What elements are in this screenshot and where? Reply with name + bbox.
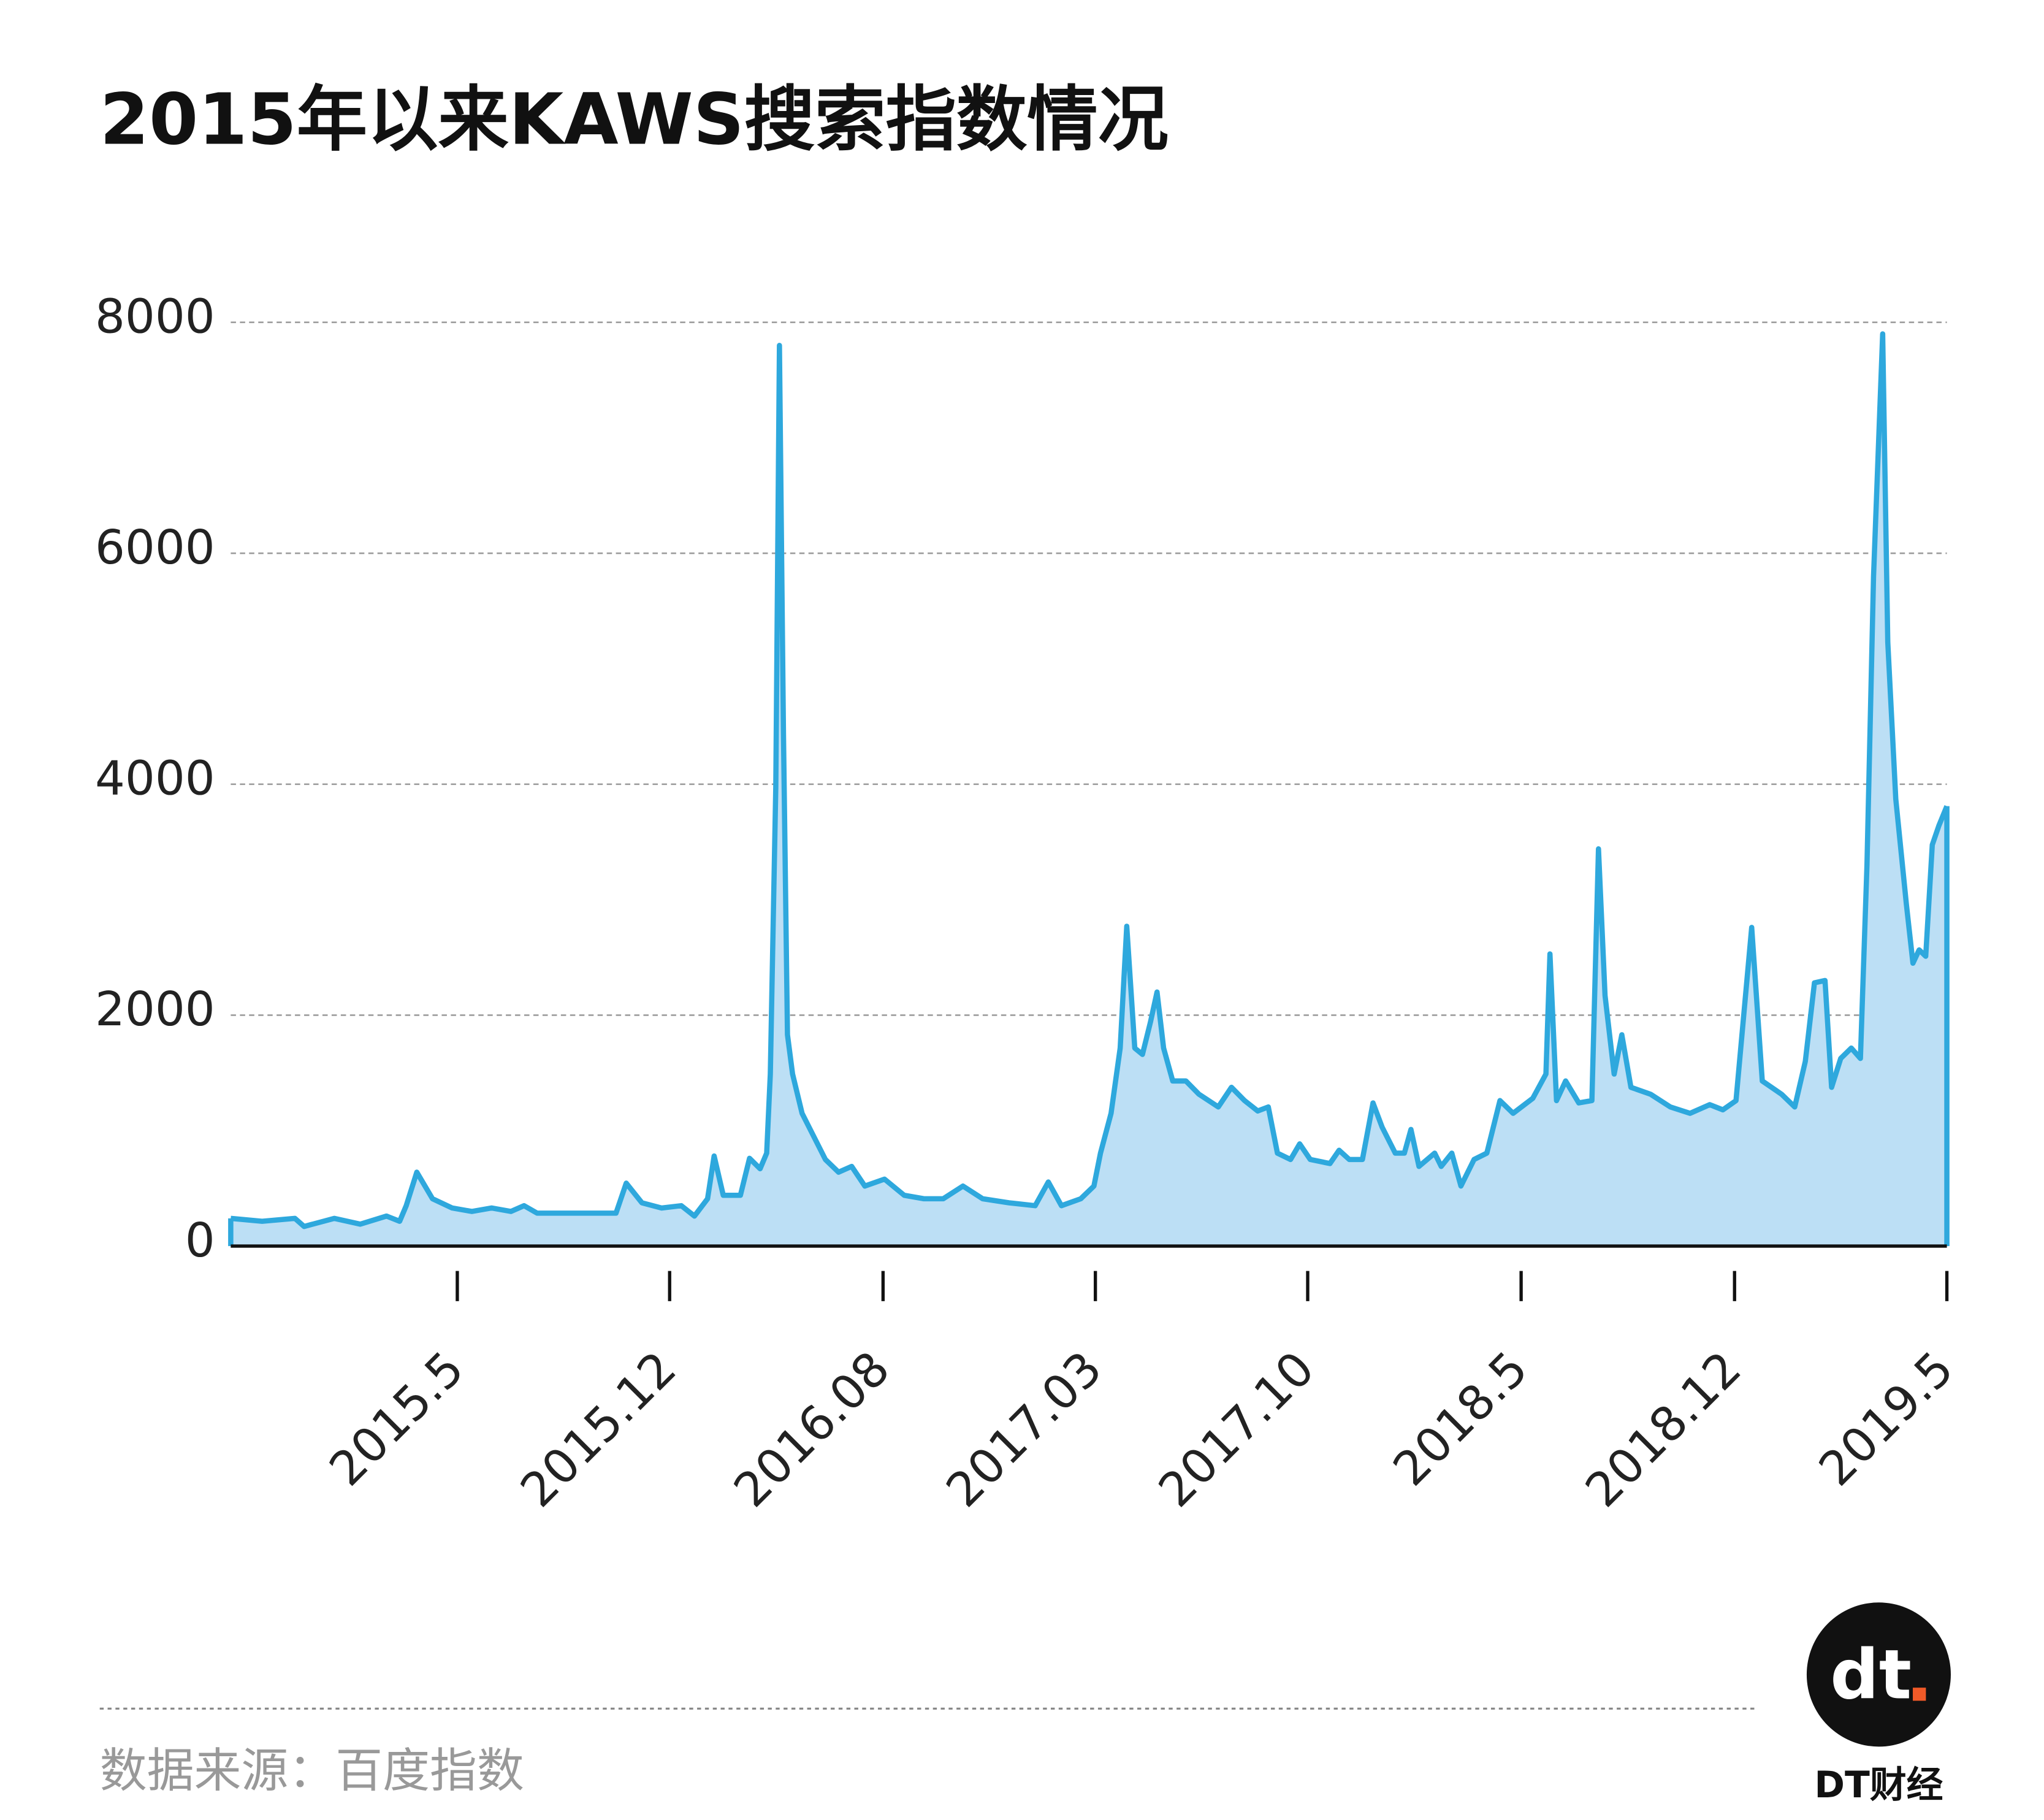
- y-tick-label: 6000: [95, 521, 215, 575]
- brand: DT财经: [1814, 1764, 1943, 1807]
- y-tick-label: 4000: [95, 752, 215, 806]
- series-line: [230, 331, 1950, 1229]
- logo-circle: [1806, 1602, 1951, 1747]
- y-tick-label: 0: [185, 1214, 215, 1268]
- source: 数据来源：百度指数: [100, 1744, 524, 1799]
- logo-dot: [1913, 1688, 1926, 1701]
- area-fill: [231, 334, 1947, 1247]
- chart-title: 2015年以来KAWS搜索指数情况: [100, 79, 1169, 161]
- y-tick-label: 2000: [95, 982, 215, 1037]
- logo-text: dt: [1830, 1636, 1912, 1715]
- y-tick-label: 8000: [95, 289, 215, 344]
